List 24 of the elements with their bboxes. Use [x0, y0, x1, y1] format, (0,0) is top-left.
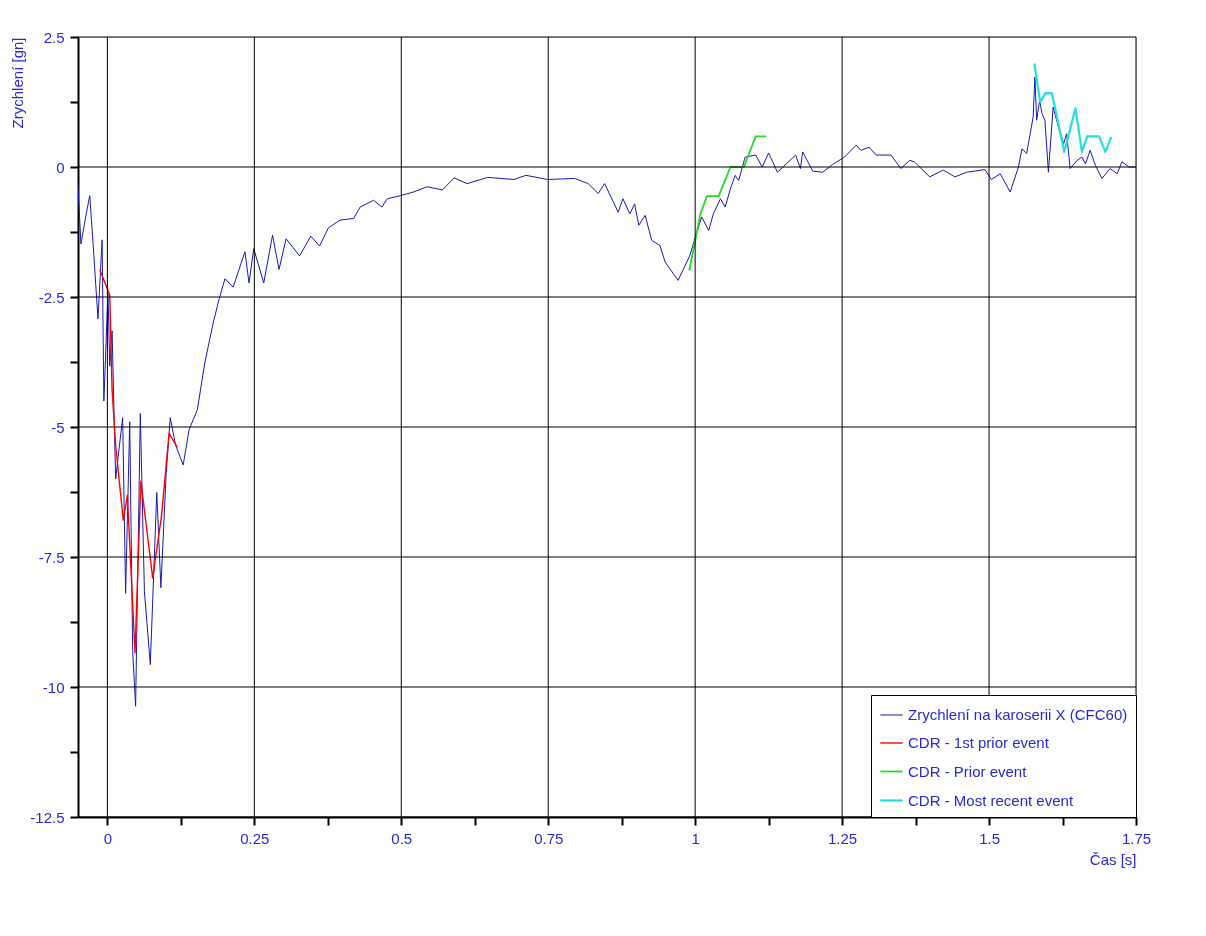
y-tick-label: -2.5 [38, 288, 65, 306]
x-tick-label: 1.5 [979, 829, 1000, 847]
x-tick-label: 0 [103, 829, 113, 847]
legend-label: CDR - Most recent event [908, 791, 1074, 809]
y-tick-label: 2.5 [43, 28, 65, 46]
y-tick-label: -7.5 [38, 548, 65, 566]
line-series [1033, 62, 1113, 154]
line-series [688, 135, 768, 272]
x-axis-title: Čas [s] [1089, 850, 1137, 868]
line-series [99, 268, 179, 654]
legend-label: CDR - 1st prior event [908, 734, 1050, 751]
y-tick-label: 0 [56, 158, 65, 176]
y-axis-title: Zrychlení [gn] [9, 37, 27, 129]
legend-label: Zrychlení na karoserii X (CFC60) [908, 706, 1128, 723]
y-tick-label: -5 [51, 418, 65, 436]
y-tick-label: -10 [42, 678, 65, 696]
x-tick-label: 0.75 [534, 829, 564, 847]
x-tick-label: 1 [691, 829, 700, 847]
x-tick-label: 1.75 [1121, 829, 1152, 847]
x-tick-label: 0.25 [240, 829, 270, 847]
x-tick-label: 0.5 [391, 829, 413, 847]
x-tick-label: 1.25 [828, 829, 858, 847]
y-tick-label: -12.5 [30, 808, 65, 826]
legend-label: CDR - Prior event [908, 762, 1028, 780]
